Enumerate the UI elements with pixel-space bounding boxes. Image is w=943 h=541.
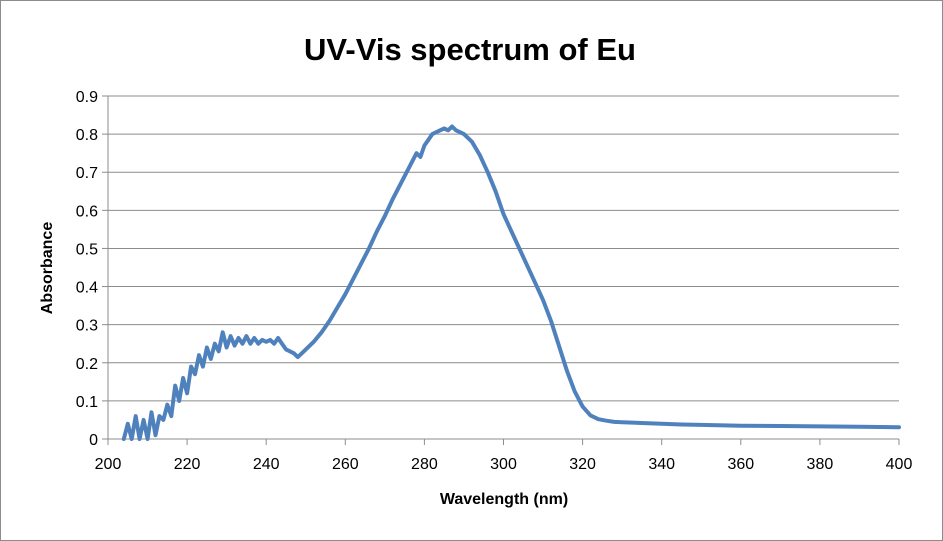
x-tick-label: 200 xyxy=(95,456,122,473)
x-tick-label: 260 xyxy=(332,456,359,473)
x-tick-label: 280 xyxy=(411,456,438,473)
y-tick-label: 0.5 xyxy=(76,241,98,258)
gridlines xyxy=(108,95,899,402)
y-tick-label: 0.2 xyxy=(76,356,98,373)
y-axis-label: Absorbance xyxy=(39,222,56,315)
x-tick-label: 220 xyxy=(174,456,201,473)
chart-title: UV-Vis spectrum of Eu xyxy=(304,32,636,67)
series-line xyxy=(121,124,901,441)
x-tick-labels: 200 220 240 260 280 300 320 340 360 380 400 xyxy=(95,456,913,473)
y-tick-label: 0.9 xyxy=(76,89,98,106)
x-tick-label: 400 xyxy=(886,456,913,473)
x-axis-label: Wavelength (nm) xyxy=(440,491,568,508)
x-tick-label: 240 xyxy=(253,456,280,473)
y-tick-labels: 0 0.1 0.2 0.3 0.4 0.5 0.6 0.7 0.8 0.9 xyxy=(76,89,98,449)
y-tick-label: 0.4 xyxy=(76,280,98,297)
y-tick-label: 0.8 xyxy=(76,127,98,144)
y-tick-label: 0.1 xyxy=(76,394,98,411)
y-tick-label: 0.7 xyxy=(76,165,98,182)
axes xyxy=(102,95,900,445)
x-tick-label: 320 xyxy=(569,456,596,473)
y-tick-label: 0.3 xyxy=(76,318,98,335)
x-tick-label: 380 xyxy=(807,456,834,473)
y-tick-label: 0.6 xyxy=(76,203,98,220)
x-tick-label: 360 xyxy=(727,456,754,473)
x-tick-label: 340 xyxy=(648,456,675,473)
y-tick-label: 0 xyxy=(89,432,98,449)
x-tick-label: 300 xyxy=(490,456,517,473)
